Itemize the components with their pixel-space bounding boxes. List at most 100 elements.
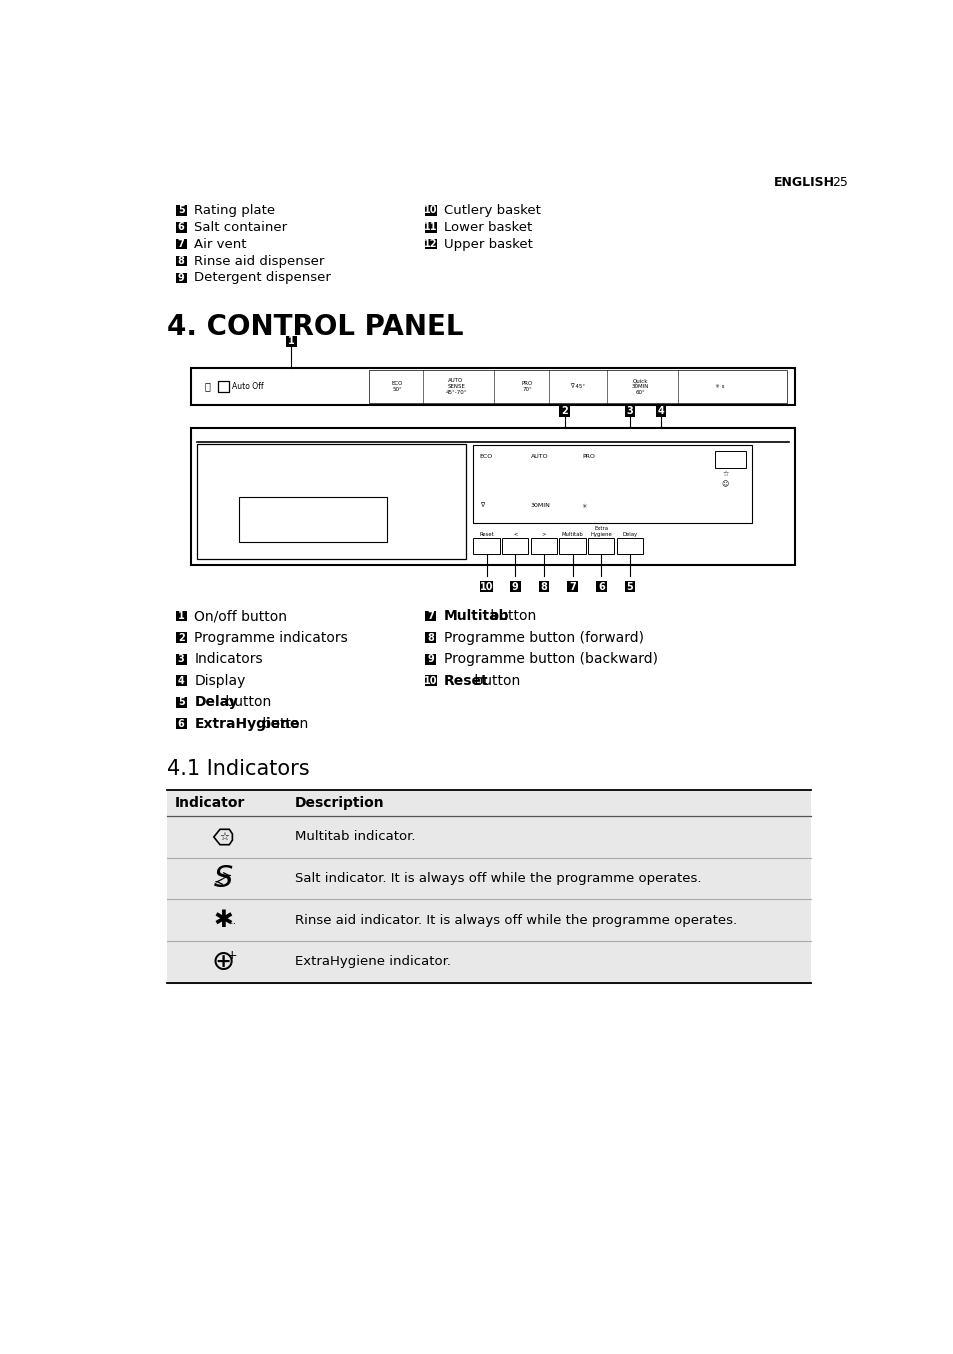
Bar — [425, 654, 436, 665]
Bar — [175, 654, 187, 665]
Text: ☼ s: ☼ s — [714, 385, 723, 389]
Text: 8: 8 — [540, 582, 547, 592]
Text: ExtraHygiene indicator.: ExtraHygiene indicator. — [294, 955, 451, 968]
Text: 10: 10 — [423, 206, 437, 215]
Text: Auto Off: Auto Off — [233, 382, 264, 391]
Text: Programme button (backward): Programme button (backward) — [443, 653, 658, 666]
Bar — [196, 444, 465, 559]
Bar — [175, 719, 187, 730]
Bar — [175, 611, 187, 621]
Text: 1: 1 — [288, 336, 294, 347]
Text: ExtraHygiene: ExtraHygiene — [194, 716, 299, 731]
Text: ECO: ECO — [479, 454, 493, 459]
Bar — [191, 368, 794, 405]
Bar — [558, 539, 585, 554]
Text: 5: 5 — [177, 206, 185, 215]
Bar — [501, 539, 528, 554]
Text: ⊕: ⊕ — [212, 948, 234, 976]
Text: ☺: ☺ — [720, 481, 728, 487]
Text: Reset: Reset — [443, 674, 488, 688]
Bar — [424, 204, 436, 215]
Text: ∇ 45°: ∇ 45° — [569, 385, 584, 389]
Text: Multitab: Multitab — [561, 532, 583, 536]
Text: AUTO: AUTO — [530, 454, 548, 459]
Text: 30MIN: 30MIN — [530, 504, 550, 508]
Text: Rating plate: Rating plate — [194, 203, 275, 217]
Text: Salt container: Salt container — [194, 221, 287, 234]
Bar — [473, 539, 499, 554]
Bar — [558, 406, 570, 417]
Text: 4: 4 — [177, 676, 185, 685]
Bar — [167, 789, 810, 816]
Text: 8: 8 — [427, 632, 434, 643]
Text: Air vent: Air vent — [194, 237, 247, 250]
Bar — [167, 858, 810, 899]
Bar — [537, 581, 549, 592]
Text: 4: 4 — [657, 406, 663, 416]
Text: 25: 25 — [831, 176, 847, 190]
Text: S: S — [213, 864, 233, 894]
Text: Extra
Hygiene: Extra Hygiene — [590, 525, 612, 536]
Bar — [175, 222, 187, 233]
Text: AUTO
SENSE
45°-70°: AUTO SENSE 45°-70° — [445, 378, 466, 395]
Text: 2: 2 — [177, 632, 185, 643]
Bar — [175, 676, 187, 686]
Text: 10: 10 — [423, 676, 437, 685]
Text: Display: Display — [194, 674, 246, 688]
Bar — [175, 204, 187, 215]
Text: 7: 7 — [569, 582, 576, 592]
Bar — [624, 581, 635, 592]
Bar — [567, 581, 578, 592]
Bar — [369, 371, 786, 402]
Text: ECO
50°: ECO 50° — [392, 380, 403, 391]
Text: Delay: Delay — [621, 532, 637, 536]
Bar — [239, 497, 386, 542]
Text: ☆: ☆ — [218, 831, 229, 842]
Bar — [167, 941, 810, 983]
Text: Detergent dispenser: Detergent dispenser — [194, 272, 331, 284]
Text: button: button — [220, 695, 271, 709]
Bar — [175, 697, 187, 708]
Bar — [175, 256, 187, 267]
Text: button: button — [257, 716, 308, 731]
Text: 5: 5 — [626, 582, 633, 592]
Bar — [424, 222, 436, 233]
Text: +: + — [227, 949, 237, 963]
Text: <: < — [513, 532, 517, 536]
Bar — [480, 581, 493, 592]
Bar — [175, 238, 187, 249]
Text: ∇: ∇ — [479, 504, 483, 508]
Bar — [175, 632, 187, 643]
Bar — [424, 238, 436, 249]
Text: 11: 11 — [423, 222, 437, 232]
Text: Quick
30MIN
60°: Quick 30MIN 60° — [631, 378, 648, 395]
Bar — [286, 336, 296, 347]
Text: ⏻: ⏻ — [205, 382, 211, 391]
Text: Description: Description — [294, 796, 384, 810]
Bar — [167, 899, 810, 941]
Bar — [473, 445, 752, 523]
Text: 12: 12 — [423, 240, 437, 249]
Bar — [167, 816, 810, 858]
Text: Reset: Reset — [478, 532, 494, 536]
Text: Programme button (forward): Programme button (forward) — [443, 631, 643, 645]
Text: 3: 3 — [177, 654, 185, 663]
Text: ☼: ☼ — [581, 504, 587, 508]
Text: Delay: Delay — [194, 695, 238, 709]
Text: 7: 7 — [177, 240, 185, 249]
Text: Rinse aid dispenser: Rinse aid dispenser — [194, 255, 324, 268]
Text: 3: 3 — [626, 406, 633, 416]
Bar — [596, 581, 606, 592]
Text: On/off button: On/off button — [194, 609, 287, 623]
Text: Indicator: Indicator — [174, 796, 245, 810]
Text: 2: 2 — [561, 406, 568, 416]
Bar — [425, 611, 436, 621]
Bar — [617, 539, 642, 554]
Text: 6: 6 — [177, 719, 185, 728]
Bar — [530, 539, 557, 554]
Text: Cutlery basket: Cutlery basket — [443, 203, 540, 217]
Text: Lower basket: Lower basket — [443, 221, 532, 234]
Text: 8: 8 — [177, 256, 185, 265]
Text: PRO
70°: PRO 70° — [521, 380, 533, 391]
Text: Salt indicator. It is always off while the programme operates.: Salt indicator. It is always off while t… — [294, 872, 701, 886]
